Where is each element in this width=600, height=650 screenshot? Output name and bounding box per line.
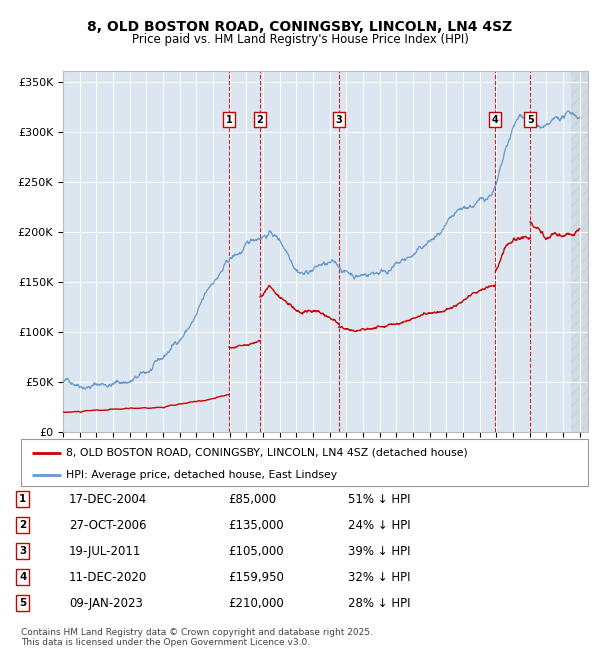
Text: 8, OLD BOSTON ROAD, CONINGSBY, LINCOLN, LN4 4SZ (detached house): 8, OLD BOSTON ROAD, CONINGSBY, LINCOLN, … — [67, 447, 468, 458]
Text: 19-JUL-2011: 19-JUL-2011 — [69, 545, 142, 558]
Text: 32% ↓ HPI: 32% ↓ HPI — [348, 571, 410, 584]
Text: 3: 3 — [19, 546, 26, 556]
Text: £135,000: £135,000 — [228, 519, 284, 532]
Text: 5: 5 — [19, 598, 26, 608]
Text: 27-OCT-2006: 27-OCT-2006 — [69, 519, 146, 532]
Text: 09-JAN-2023: 09-JAN-2023 — [69, 597, 143, 610]
Text: £159,950: £159,950 — [228, 571, 284, 584]
Text: 5: 5 — [527, 114, 533, 125]
Text: £85,000: £85,000 — [228, 493, 276, 506]
Text: 1: 1 — [226, 114, 232, 125]
Text: £210,000: £210,000 — [228, 597, 284, 610]
Text: 2: 2 — [19, 520, 26, 530]
Text: 4: 4 — [19, 572, 26, 582]
Text: £105,000: £105,000 — [228, 545, 284, 558]
Text: 51% ↓ HPI: 51% ↓ HPI — [348, 493, 410, 506]
Text: 8, OLD BOSTON ROAD, CONINGSBY, LINCOLN, LN4 4SZ: 8, OLD BOSTON ROAD, CONINGSBY, LINCOLN, … — [88, 20, 512, 34]
Text: HPI: Average price, detached house, East Lindsey: HPI: Average price, detached house, East… — [67, 469, 337, 480]
Text: Price paid vs. HM Land Registry's House Price Index (HPI): Price paid vs. HM Land Registry's House … — [131, 33, 469, 46]
Text: Contains HM Land Registry data © Crown copyright and database right 2025.
This d: Contains HM Land Registry data © Crown c… — [21, 628, 373, 647]
Text: 3: 3 — [335, 114, 342, 125]
Text: 39% ↓ HPI: 39% ↓ HPI — [348, 545, 410, 558]
Text: 28% ↓ HPI: 28% ↓ HPI — [348, 597, 410, 610]
FancyBboxPatch shape — [21, 439, 588, 486]
Text: 17-DEC-2004: 17-DEC-2004 — [69, 493, 147, 506]
Bar — [571, 72, 588, 432]
Text: 2: 2 — [257, 114, 263, 125]
Text: 4: 4 — [492, 114, 499, 125]
Text: 24% ↓ HPI: 24% ↓ HPI — [348, 519, 410, 532]
Text: 1: 1 — [19, 494, 26, 504]
Text: 11-DEC-2020: 11-DEC-2020 — [69, 571, 147, 584]
